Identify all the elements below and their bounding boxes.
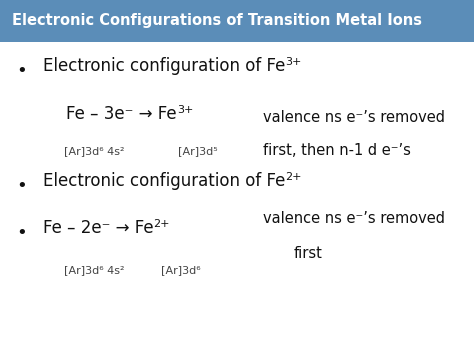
Text: [Ar]3d⁶: [Ar]3d⁶	[161, 265, 201, 275]
Text: Fe – 3e⁻ → Fe: Fe – 3e⁻ → Fe	[66, 105, 177, 123]
Text: valence ns e⁻’s removed: valence ns e⁻’s removed	[263, 211, 445, 226]
Text: first: first	[294, 246, 323, 261]
Text: •: •	[17, 224, 27, 241]
Text: •: •	[17, 62, 27, 80]
Text: 3+: 3+	[285, 57, 301, 67]
Text: [Ar]3d⁵: [Ar]3d⁵	[178, 146, 218, 156]
Text: valence ns e⁻’s removed: valence ns e⁻’s removed	[263, 110, 445, 125]
Text: [Ar]3d⁶ 4s²: [Ar]3d⁶ 4s²	[64, 265, 125, 275]
Text: 2+: 2+	[153, 219, 170, 229]
Text: •: •	[17, 178, 27, 195]
Text: Electronic configuration of Fe: Electronic configuration of Fe	[43, 173, 285, 190]
Text: Fe – 2e⁻ → Fe: Fe – 2e⁻ → Fe	[43, 219, 153, 236]
Text: [Ar]3d⁶ 4s²: [Ar]3d⁶ 4s²	[64, 146, 125, 156]
Text: 2+: 2+	[285, 173, 301, 182]
Text: 3+: 3+	[177, 105, 193, 115]
Text: Electronic Configurations of Transition Metal Ions: Electronic Configurations of Transition …	[12, 13, 422, 28]
Text: Electronic configuration of Fe: Electronic configuration of Fe	[43, 57, 285, 75]
FancyBboxPatch shape	[0, 0, 474, 42]
Text: first, then n-1 d e⁻’s: first, then n-1 d e⁻’s	[263, 143, 411, 158]
